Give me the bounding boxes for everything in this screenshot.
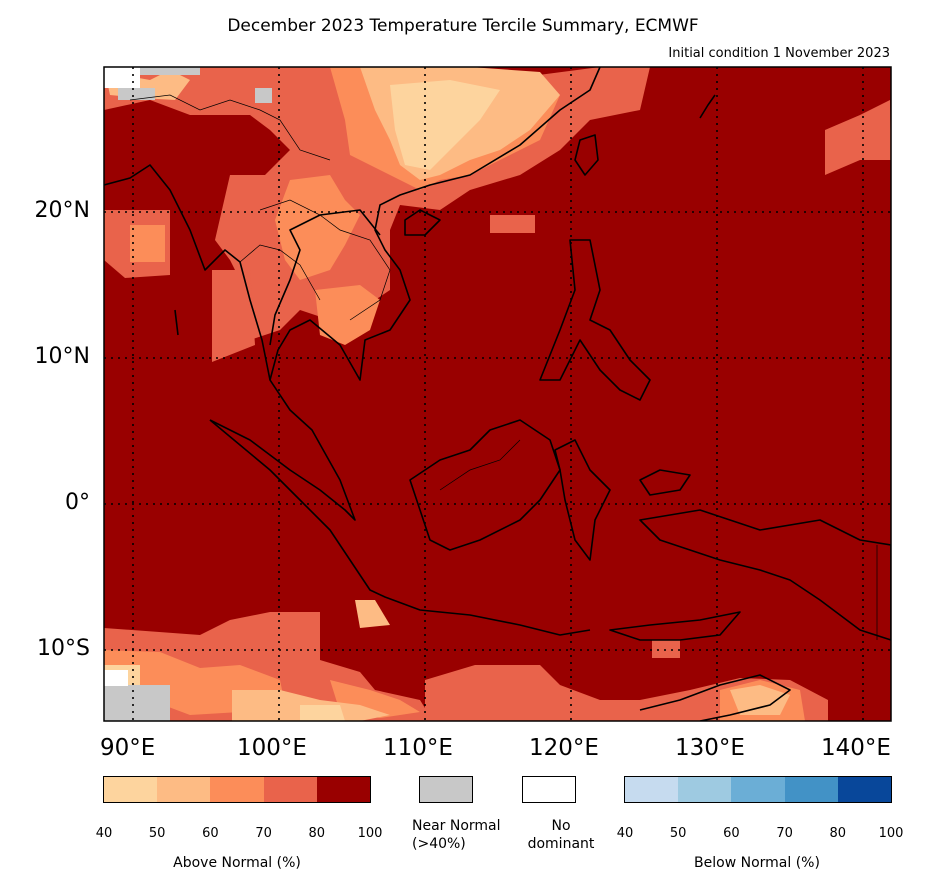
no-dominant-label: No dominant <box>527 818 595 852</box>
chart-title: December 2023 Temperature Tercile Summar… <box>227 16 699 36</box>
above-normal-segment <box>104 777 158 802</box>
above-normal-segment <box>157 777 211 802</box>
below-normal-segment <box>784 777 838 802</box>
above-normal-segment <box>263 777 317 802</box>
coastlines <box>104 67 891 721</box>
lat-label-10s: 10°S <box>37 636 90 661</box>
below-normal-tick-label: 80 <box>829 826 847 841</box>
above-normal-tick-label: 80 <box>308 826 326 841</box>
below-normal-tick-label: 100 <box>878 826 904 841</box>
lon-label-120e: 120°E <box>529 735 599 761</box>
no-dominant-regions <box>104 67 140 686</box>
borders <box>129 94 878 640</box>
above-normal-title: Above Normal (%) <box>173 855 301 871</box>
near-normal-regions <box>104 67 272 721</box>
below-normal-segment <box>625 777 679 802</box>
lon-label-100e: 100°E <box>237 735 307 761</box>
above-normal-tick-label: 40 <box>95 826 113 841</box>
near-normal-swatch <box>419 776 473 803</box>
below-normal-colorbar <box>624 776 892 803</box>
above-normal-segment <box>316 777 371 802</box>
near-normal-label: Near Normal (>40%) <box>412 818 501 852</box>
below-normal-tick-label: 40 <box>616 826 634 841</box>
above-normal-tick-label: 100 <box>357 826 383 841</box>
lat-label-0: 0° <box>65 490 90 515</box>
lon-label-130e: 130°E <box>675 735 745 761</box>
above-normal-colorbar <box>103 776 371 803</box>
below-normal-tick-label: 60 <box>723 826 740 841</box>
above-normal-tick-label: 60 <box>202 826 219 841</box>
below-normal-tick-label: 70 <box>776 826 793 841</box>
lat-label-20n: 20°N <box>34 198 90 223</box>
below-normal-segment <box>731 777 785 802</box>
below-normal-tick-label: 50 <box>669 826 687 841</box>
no-dominant-swatch <box>522 776 576 803</box>
gridlines <box>104 67 891 721</box>
lat-label-10n: 10°N <box>34 344 90 369</box>
map-frame <box>103 66 892 722</box>
lon-label-110e: 110°E <box>383 735 453 761</box>
above-normal-tick-label: 70 <box>255 826 272 841</box>
lon-label-140e: 140°E <box>821 735 891 761</box>
below-normal-segment <box>678 777 732 802</box>
above-normal-tick-label: 50 <box>148 826 166 841</box>
below-normal-segment <box>837 777 892 802</box>
chart-subtitle: Initial condition 1 November 2023 <box>668 46 890 61</box>
lon-label-90e: 90°E <box>100 735 156 761</box>
below-normal-title: Below Normal (%) <box>694 855 820 871</box>
above-normal-segment <box>210 777 264 802</box>
